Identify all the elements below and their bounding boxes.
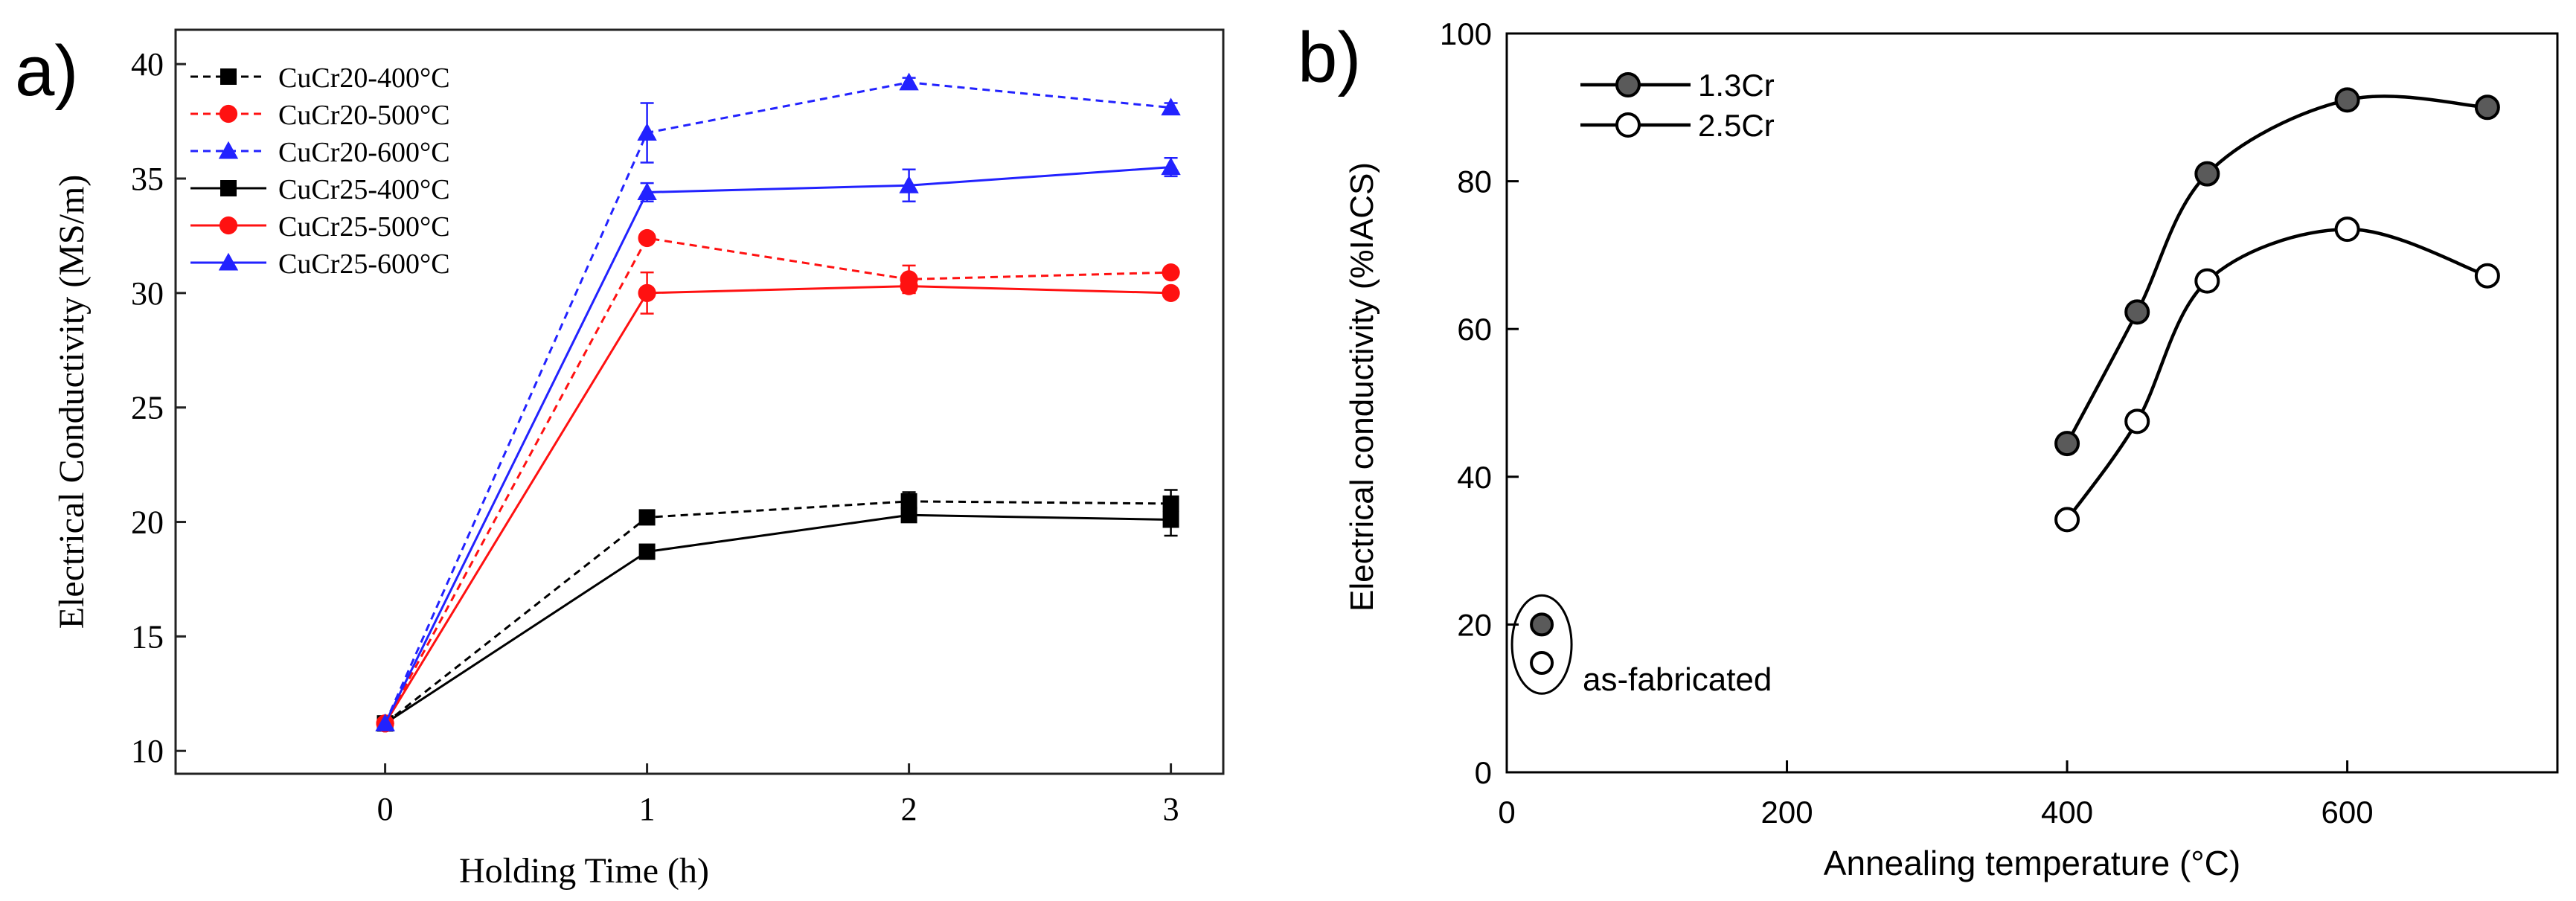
data-point <box>2194 268 2220 294</box>
x-tick-label: 3 <box>1163 791 1179 827</box>
data-point <box>900 493 917 510</box>
x-tick-label: 0 <box>1498 795 1515 830</box>
y-tick-label: 100 <box>1440 16 1492 51</box>
x-tick-label: 0 <box>377 791 394 827</box>
x-tick-label: 1 <box>639 791 656 827</box>
legend-entry: 2.5Cr <box>1698 108 1775 143</box>
x-tick-label: 600 <box>2322 795 2374 830</box>
panel-a-label: a) <box>15 31 78 111</box>
panel-a-x-axis-label: Holding Time (h) <box>459 851 709 891</box>
series-curve <box>2066 227 2488 521</box>
data-point <box>2054 507 2080 533</box>
legend-marker <box>219 104 238 124</box>
y-tick-label: 40 <box>131 46 164 83</box>
legend-entry: CuCr25-500°C <box>278 211 450 243</box>
series-line <box>384 285 1171 725</box>
panel-b-y-axis-label: Electrical conductivity (%IACS) <box>1344 162 1380 612</box>
as-fabricated-point <box>1530 612 1554 637</box>
legend-entry: CuCr20-500°C <box>278 100 450 131</box>
y-tick-label: 0 <box>1475 755 1492 790</box>
legend-marker <box>1615 112 1641 138</box>
series-2 <box>376 228 1180 733</box>
legend-entry: CuCr20-600°C <box>278 137 450 168</box>
data-point <box>2194 161 2220 187</box>
data-point <box>1161 157 1181 176</box>
data-point <box>2124 299 2150 325</box>
series-1 <box>377 489 1179 732</box>
x-tick-label: 2 <box>901 791 917 827</box>
data-point <box>375 714 395 731</box>
data-point <box>1161 97 1181 116</box>
panel-a-y-axis-label: Electrical Conductivity (MS/m) <box>52 175 92 629</box>
as-fabricated-point <box>1530 651 1554 676</box>
data-point <box>1162 263 1180 282</box>
data-point <box>1162 511 1179 528</box>
data-point <box>2124 408 2150 435</box>
data-point <box>637 182 657 201</box>
data-point <box>899 176 919 193</box>
data-point <box>899 72 919 91</box>
y-tick-label: 25 <box>131 390 164 426</box>
panel-b-label: b) <box>1298 18 1361 97</box>
y-tick-label: 60 <box>1457 312 1492 347</box>
panel-b-x-axis-label: Annealing temperature (°C) <box>1824 844 2240 882</box>
legend-entry: CuCr20-400°C <box>278 62 450 94</box>
series-line <box>384 237 1171 725</box>
series-line <box>384 500 1171 725</box>
panel-b: b) 0 200 400 600 0 20 40 60 80 100 1.3Cr 2.5Cr as-… <box>1298 16 2559 882</box>
annotation-text: as-fabricated <box>1583 661 1772 698</box>
data-point <box>900 507 917 524</box>
x-tick-label: 200 <box>1760 795 1813 830</box>
data-point <box>2474 94 2500 121</box>
series-line <box>384 81 1171 724</box>
data-point <box>638 228 656 248</box>
legend-entry: 1.3Cr <box>1698 68 1775 103</box>
y-tick-label: 80 <box>1457 164 1492 199</box>
legend-marker <box>220 180 237 196</box>
panel-a: a) 0 1 2 3 10 15 20 25 30 35 40 CuCr20-400°C CuCr20… <box>15 28 1225 891</box>
legend-entry: CuCr25-600°C <box>278 249 450 280</box>
legend-marker <box>218 252 239 271</box>
y-tick-label: 30 <box>131 275 164 312</box>
data-point <box>2334 87 2360 113</box>
series-2 <box>1530 217 2500 676</box>
legend-marker <box>1615 72 1641 97</box>
series-line <box>384 166 1171 724</box>
legend-marker <box>219 216 238 235</box>
y-tick-label: 35 <box>131 161 164 197</box>
data-point <box>2334 217 2360 243</box>
panel-a-plot-frame <box>174 28 1225 775</box>
series-6 <box>375 157 1181 731</box>
as-fabricated-ellipse <box>1510 594 1573 695</box>
data-point <box>638 543 656 560</box>
panel-b-plot-frame <box>1505 32 2559 774</box>
x-tick-label: 400 <box>2041 795 2093 830</box>
data-point <box>2054 431 2080 457</box>
y-tick-label: 20 <box>131 504 164 541</box>
series-line <box>384 513 1171 725</box>
legend-marker <box>220 68 237 85</box>
data-point <box>638 509 656 526</box>
series-5 <box>376 271 1180 733</box>
series-curve <box>2066 94 2487 445</box>
data-point <box>1162 283 1180 302</box>
legend-marker <box>218 141 239 159</box>
y-tick-label: 15 <box>131 618 164 655</box>
data-point <box>638 283 656 302</box>
data-point <box>637 123 657 141</box>
series-1 <box>1530 87 2500 637</box>
series-3 <box>375 72 1181 731</box>
y-tick-label: 20 <box>1457 607 1492 642</box>
data-point <box>900 277 918 295</box>
data-point <box>2474 263 2500 289</box>
legend-entry: CuCr25-400°C <box>278 174 450 205</box>
y-tick-label: 40 <box>1457 460 1492 495</box>
y-tick-label: 10 <box>131 733 164 769</box>
